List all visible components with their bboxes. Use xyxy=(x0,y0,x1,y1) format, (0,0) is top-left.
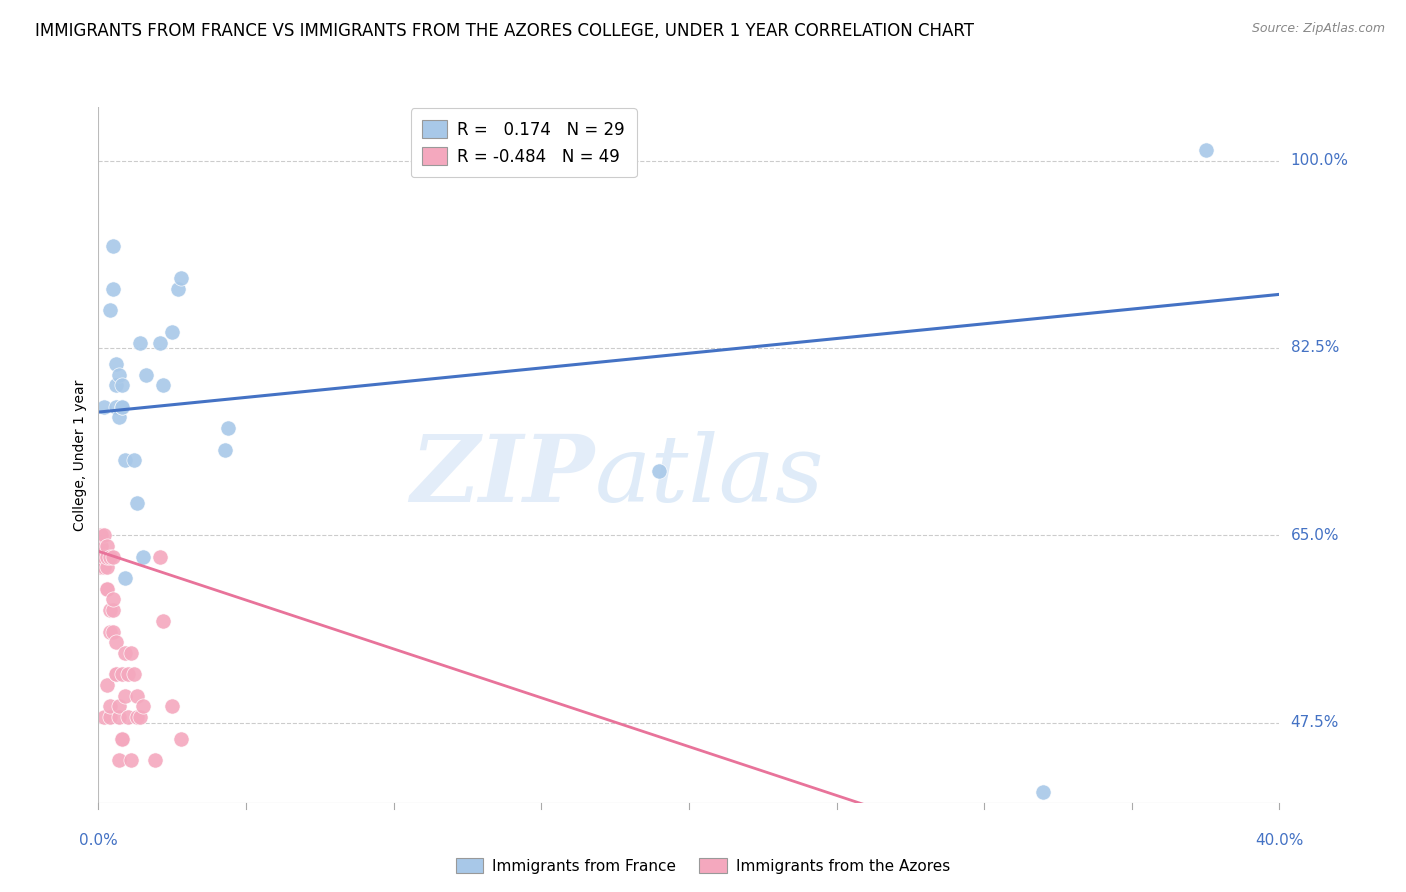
Point xyxy=(90,528,112,542)
Point xyxy=(105,378,128,392)
Point xyxy=(98,624,121,639)
Point xyxy=(96,560,118,574)
Point xyxy=(103,239,125,253)
Point xyxy=(103,549,125,564)
Point xyxy=(170,731,193,746)
Point xyxy=(105,667,128,681)
Point xyxy=(111,400,134,414)
Point xyxy=(114,689,136,703)
Point xyxy=(108,410,131,425)
Point xyxy=(103,592,125,607)
Point xyxy=(93,549,115,564)
Point xyxy=(103,282,125,296)
Point xyxy=(98,303,121,318)
Point xyxy=(111,378,134,392)
Point xyxy=(120,753,142,767)
Point xyxy=(125,710,148,724)
Point xyxy=(93,528,115,542)
Point xyxy=(1195,143,1218,157)
Point xyxy=(93,400,115,414)
Point xyxy=(90,560,112,574)
Point xyxy=(132,699,155,714)
Legend: Immigrants from France, Immigrants from the Azores: Immigrants from France, Immigrants from … xyxy=(450,852,956,880)
Point xyxy=(149,549,172,564)
Point xyxy=(103,624,125,639)
Point xyxy=(111,400,134,414)
Text: 40.0%: 40.0% xyxy=(1256,833,1303,848)
Legend: R =   0.174   N = 29, R = -0.484   N = 49: R = 0.174 N = 29, R = -0.484 N = 49 xyxy=(411,109,637,178)
Text: 47.5%: 47.5% xyxy=(1291,715,1339,730)
Point xyxy=(105,357,128,371)
Point xyxy=(128,710,150,724)
Text: 82.5%: 82.5% xyxy=(1291,341,1339,355)
Point xyxy=(90,539,112,553)
Point xyxy=(117,667,139,681)
Point xyxy=(98,710,121,724)
Point xyxy=(105,635,128,649)
Point xyxy=(114,571,136,585)
Text: 100.0%: 100.0% xyxy=(1291,153,1348,168)
Point xyxy=(135,368,157,382)
Point xyxy=(1032,785,1054,799)
Point xyxy=(105,667,128,681)
Point xyxy=(105,400,128,414)
Point xyxy=(87,539,110,553)
Point xyxy=(125,689,148,703)
Point xyxy=(96,539,118,553)
Point xyxy=(96,582,118,596)
Point xyxy=(217,421,239,435)
Text: IMMIGRANTS FROM FRANCE VS IMMIGRANTS FROM THE AZORES COLLEGE, UNDER 1 YEAR CORRE: IMMIGRANTS FROM FRANCE VS IMMIGRANTS FRO… xyxy=(35,22,974,40)
Text: Source: ZipAtlas.com: Source: ZipAtlas.com xyxy=(1251,22,1385,36)
Point xyxy=(111,731,134,746)
Point xyxy=(108,753,131,767)
Point xyxy=(162,699,183,714)
Point xyxy=(108,699,131,714)
Point xyxy=(152,614,174,628)
Point xyxy=(125,496,148,510)
Point xyxy=(98,549,121,564)
Point xyxy=(103,603,125,617)
Text: atlas: atlas xyxy=(595,431,824,521)
Point xyxy=(648,464,671,478)
Point xyxy=(114,646,136,660)
Text: 0.0%: 0.0% xyxy=(79,833,118,848)
Point xyxy=(96,549,118,564)
Y-axis label: College, Under 1 year: College, Under 1 year xyxy=(73,379,87,531)
Point xyxy=(108,710,131,724)
Point xyxy=(143,753,166,767)
Point xyxy=(132,549,155,564)
Point xyxy=(98,603,121,617)
Point xyxy=(108,368,131,382)
Point xyxy=(152,378,174,392)
Point xyxy=(93,560,115,574)
Point xyxy=(214,442,236,457)
Point xyxy=(167,282,190,296)
Point xyxy=(117,710,139,724)
Point xyxy=(120,646,142,660)
Text: 65.0%: 65.0% xyxy=(1291,528,1339,542)
Point xyxy=(114,453,136,467)
Point xyxy=(162,325,183,339)
Point xyxy=(128,335,150,350)
Point xyxy=(98,699,121,714)
Point xyxy=(96,582,118,596)
Point xyxy=(111,667,134,681)
Point xyxy=(149,335,172,350)
Point xyxy=(122,453,145,467)
Point xyxy=(96,678,118,692)
Point xyxy=(122,667,145,681)
Point xyxy=(111,731,134,746)
Text: ZIP: ZIP xyxy=(411,431,595,521)
Point xyxy=(170,271,193,285)
Point xyxy=(87,560,110,574)
Point xyxy=(93,710,115,724)
